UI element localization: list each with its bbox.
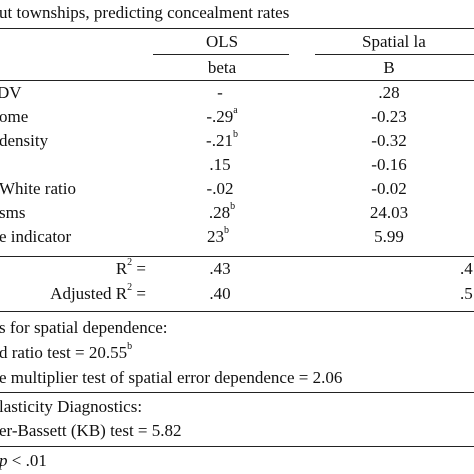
subheader-spatial-b: B: [383, 58, 395, 77]
spatial-value: .28: [378, 83, 400, 102]
significance-marker: b: [224, 225, 229, 237]
p-value-note: p < .01: [0, 451, 47, 470]
fit-ols-adjusted-r2: .40: [209, 284, 231, 303]
spatial-value: -0.23: [371, 107, 407, 126]
ols-header-rule: [153, 54, 289, 55]
ols-value: 23b: [207, 225, 229, 246]
table-bottom-rule: [0, 446, 474, 447]
significance-marker: b: [230, 201, 236, 213]
notes-divider-rule: [0, 392, 474, 393]
table-top-rule: [0, 28, 474, 29]
fit-label-adjusted-r2: Adjusted R2 =: [50, 282, 146, 303]
heteroskedasticity-header: lasticity Diagnostics:: [0, 397, 143, 416]
lagrange-multiplier-test: e multiplier test of spatial error depen…: [0, 368, 343, 387]
column-header-spatial-lag: Spatial la: [362, 32, 426, 51]
fit-label-r2: R2 =: [115, 257, 146, 278]
ols-value: .28b: [208, 201, 236, 222]
row-label: e indicator: [0, 227, 72, 246]
row-label: density: [0, 131, 49, 150]
spatial-value: 5.99: [374, 227, 404, 246]
ols-value: -.21b: [206, 129, 238, 150]
ols-value: -.02: [206, 179, 234, 198]
row-label: ome: [0, 107, 29, 126]
spatial-value: -0.32: [371, 131, 407, 150]
fit-ols-r2: .43: [209, 259, 231, 278]
ols-value: -: [217, 83, 223, 102]
ols-value: -.29a: [206, 105, 238, 126]
spatial-value: 24.03: [369, 203, 409, 222]
koenker-bassett-test: er-Bassett (KB) test = 5.82: [0, 421, 182, 440]
ols-value: .15: [209, 155, 231, 174]
spatial-value: -0.02: [371, 179, 407, 198]
row-label: DV: [0, 83, 22, 102]
fit-spatial-adjusted-r2: .5: [460, 284, 473, 303]
fit-bottom-rule: [0, 311, 474, 312]
fit-top-rule: [0, 256, 474, 257]
subheader-ols-beta: beta: [207, 58, 237, 77]
spatial-header-rule: [315, 54, 474, 55]
likelihood-ratio-test: d ratio test = 20.55b: [0, 341, 133, 362]
spatial-value: -0.16: [371, 155, 407, 174]
significance-marker: b: [127, 341, 133, 353]
table-title: ut townships, predicting concealment rat…: [0, 3, 290, 22]
row-label: sms: [0, 203, 26, 222]
significance-marker: a: [233, 105, 238, 117]
row-label: White ratio: [0, 179, 76, 198]
column-header-ols: OLS: [205, 32, 239, 51]
significance-marker: b: [232, 129, 238, 141]
fit-spatial-r2: .4: [460, 259, 473, 278]
spatial-tests-header: s for spatial dependence:: [0, 318, 168, 337]
header-bottom-rule: [0, 80, 474, 81]
